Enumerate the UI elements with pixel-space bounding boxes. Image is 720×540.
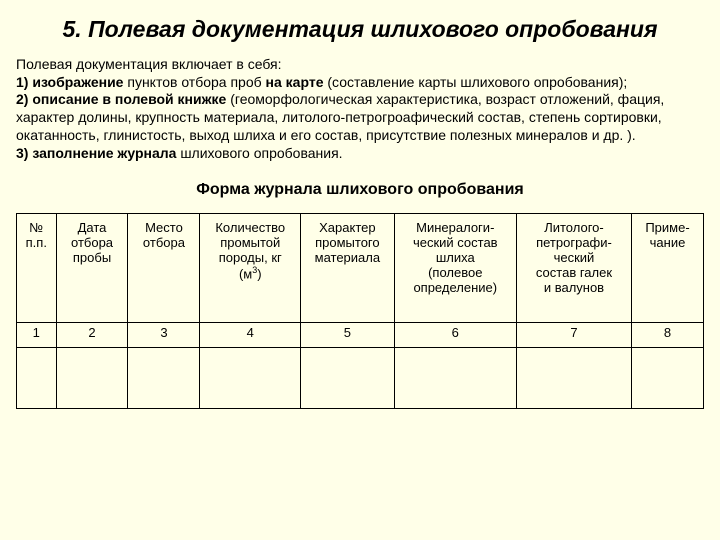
hdr: Дата — [78, 220, 107, 235]
hdr: Количество — [215, 220, 285, 235]
cell — [301, 348, 395, 409]
hdr: ческий состав — [413, 235, 498, 250]
hdr: Приме- — [645, 220, 689, 235]
colnum: 6 — [394, 323, 516, 348]
journal-table: № п.п. Дата отбора пробы Место отбора Ко… — [16, 213, 704, 409]
col-header-litho: Литолого- петрографи- ческий состав гале… — [516, 214, 631, 323]
item3-bold: 3) заполнение журнала — [16, 145, 176, 161]
hdr: (полевое — [428, 265, 482, 280]
item2-bold: 2) описание в полевой книжке — [16, 91, 226, 107]
page: 5. Полевая документация шлихового опробо… — [0, 0, 720, 421]
cell — [128, 348, 200, 409]
hdr: Место — [145, 220, 183, 235]
hdr: Минералоги- — [416, 220, 494, 235]
hdr: ) — [257, 266, 261, 281]
hdr: отбора — [71, 235, 113, 250]
hdr: ческий — [554, 250, 595, 265]
col-header-note: Приме- чание — [632, 214, 704, 323]
hdr: пробы — [73, 250, 111, 265]
cell — [56, 348, 128, 409]
item3-text: шлихового опробования. — [176, 145, 342, 161]
col-header-qty: Количество промытой породы, кг (м3) — [200, 214, 301, 323]
col-header-mineral: Минералоги- ческий состав шлиха (полевое… — [394, 214, 516, 323]
hdr: п.п. — [26, 235, 47, 250]
col-header-place: Место отбора — [128, 214, 200, 323]
colnum: 1 — [17, 323, 57, 348]
colnum: 5 — [301, 323, 395, 348]
col-header-char: Характер промытого материала — [301, 214, 395, 323]
cell — [632, 348, 704, 409]
hdr: промытого — [315, 235, 380, 250]
hdr: (м — [239, 266, 252, 281]
hdr: материала — [315, 250, 380, 265]
col-header-num: № п.п. — [17, 214, 57, 323]
hdr: определение) — [413, 280, 497, 295]
hdr: отбора — [143, 235, 185, 250]
hdr: чание — [650, 235, 686, 250]
hdr: промытой — [220, 235, 280, 250]
cell — [516, 348, 631, 409]
hdr: и валунов — [544, 280, 604, 295]
hdr: породы, кг — [219, 250, 282, 265]
item1-text: пунктов отбора проб — [123, 74, 265, 90]
body-text: Полевая документация включает в себя: 1)… — [16, 56, 704, 163]
col-header-date: Дата отбора пробы — [56, 214, 128, 323]
colnum: 7 — [516, 323, 631, 348]
item1-bold-c: на карте — [266, 74, 324, 90]
table-empty-row — [17, 348, 704, 409]
table-title: Форма журнала шлихового опробования — [16, 181, 704, 199]
hdr: состав галек — [536, 265, 612, 280]
cell — [17, 348, 57, 409]
intro-line: Полевая документация включает в себя: — [16, 56, 282, 72]
cell — [200, 348, 301, 409]
table-header-row: № п.п. Дата отбора пробы Место отбора Ко… — [17, 214, 704, 323]
colnum: 3 — [128, 323, 200, 348]
colnum: 8 — [632, 323, 704, 348]
hdr: шлиха — [436, 250, 475, 265]
cell — [394, 348, 516, 409]
colnum: 4 — [200, 323, 301, 348]
hdr: Характер — [319, 220, 375, 235]
hdr: № — [29, 220, 43, 235]
colnum: 2 — [56, 323, 128, 348]
hdr: петрографи- — [536, 235, 612, 250]
page-title: 5. Полевая документация шлихового опробо… — [16, 16, 704, 44]
item1-bold-a: 1) изображение — [16, 74, 123, 90]
item1-tail: (составление карты шлихового опробования… — [323, 74, 627, 90]
hdr: Литолого- — [544, 220, 604, 235]
table-number-row: 1 2 3 4 5 6 7 8 — [17, 323, 704, 348]
